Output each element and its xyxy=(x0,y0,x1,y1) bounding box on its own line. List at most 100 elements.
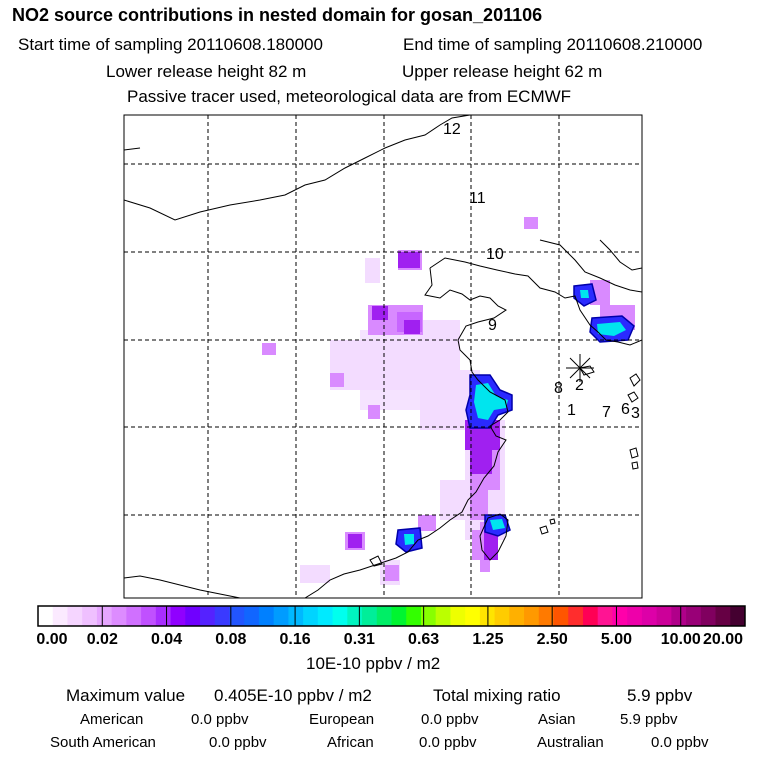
traj-label-10: 10 xyxy=(486,246,504,263)
colorbar-cell xyxy=(435,606,451,626)
receptor-star-icon xyxy=(566,354,594,382)
colorbar-cell xyxy=(141,606,157,626)
colorbar-frame xyxy=(37,605,746,627)
region-south-american-name: South American xyxy=(50,734,156,751)
region-south-american-value: 0.0 ppbv xyxy=(209,734,267,751)
traj-label-11: 11 xyxy=(469,190,486,207)
region-american-value: 0.0 ppbv xyxy=(191,711,249,728)
colorbar-cell xyxy=(317,606,334,626)
region-australian-name: Australian xyxy=(537,734,604,751)
colorbar-tick-label: 0.00 xyxy=(36,631,68,648)
colorbar-cell xyxy=(111,606,127,626)
tracer-note: Passive tracer used, meteorological data… xyxy=(127,87,572,106)
colorbar-cell xyxy=(656,606,672,626)
traj-label-9: 9 xyxy=(488,317,497,334)
colorbar-tick-label: 1.25 xyxy=(472,631,504,648)
colorbar-cell xyxy=(200,606,216,626)
colorbar-cell xyxy=(155,606,172,626)
colorbar-cell xyxy=(524,606,540,626)
colorbar-cell xyxy=(671,606,687,626)
coastlines xyxy=(124,115,642,598)
colorbar-tick-label: 0.63 xyxy=(408,631,440,648)
colorbar-cell xyxy=(82,606,98,626)
colorbar-cell xyxy=(641,606,658,626)
traj-label-6: 6 xyxy=(621,401,630,418)
colorbar-cell xyxy=(258,606,275,626)
colorbar-unit: 10E-10 ppbv / m2 xyxy=(306,654,441,673)
colorbar-cell xyxy=(376,606,392,626)
colorbar-tick-label: 20.00 xyxy=(702,631,744,648)
traj-label-7: 7 xyxy=(602,404,611,421)
colorbar-cell xyxy=(582,606,599,626)
region-asian-value: 5.9 ppbv xyxy=(620,711,678,728)
region-asian-name: Asian xyxy=(538,711,576,728)
region-american-name: American xyxy=(80,711,144,728)
colorbar-cell xyxy=(715,606,731,626)
start-time-label: Start time of sampling 20110608.180000 xyxy=(18,35,323,54)
colorbar-cell xyxy=(597,606,613,626)
colorbar-cell xyxy=(96,606,113,626)
colorbar-cell xyxy=(553,606,569,626)
region-african-value: 0.0 ppbv xyxy=(419,734,477,751)
colorbar-tick-label: 0.02 xyxy=(86,631,118,648)
colorbar-cell xyxy=(627,606,643,626)
colorbar-cell xyxy=(288,606,304,626)
colorbar-cell xyxy=(730,606,746,626)
traj-label-12: 12 xyxy=(443,121,461,138)
traj-label-3: 3 xyxy=(631,405,640,422)
max-value: 0.405E-10 ppbv / m2 xyxy=(214,686,372,705)
colorbar-cell xyxy=(509,606,525,626)
region-european-name: European xyxy=(309,711,375,728)
colorbar-cell xyxy=(538,606,555,626)
colorbar-cell xyxy=(686,606,702,626)
plume-cyan-patches xyxy=(404,290,626,545)
colorbar-cell xyxy=(362,606,378,626)
colorbar-cell xyxy=(126,606,142,626)
page-title: NO2 source contributions in nested domai… xyxy=(12,5,543,25)
region-australian-value: 0.0 ppbv xyxy=(651,734,709,751)
lower-release-label: Lower release height 82 m xyxy=(106,62,307,81)
colorbar-cell xyxy=(303,606,319,626)
colorbar-tick-label: 0.08 xyxy=(215,631,247,648)
max-value-label: Maximum value xyxy=(66,686,186,705)
colorbar-cell xyxy=(244,606,260,626)
colorbar-cell xyxy=(568,606,584,626)
colorbar-tick-label: 0.31 xyxy=(343,631,375,648)
colorbar-tick-label: 5.00 xyxy=(600,631,633,648)
traj-label-1: 1 xyxy=(567,402,576,419)
colorbar-cell xyxy=(185,606,201,626)
colorbar-cell xyxy=(494,606,510,626)
colorbar-cell xyxy=(612,606,628,626)
upper-release-label: Upper release height 62 m xyxy=(402,62,603,81)
colorbar-cell xyxy=(465,606,481,626)
region-european-value: 0.0 ppbv xyxy=(421,711,479,728)
total-mixing-label: Total mixing ratio xyxy=(433,686,561,705)
trajectory-labels: 12 11 10 9 8 2 1 7 6 3 xyxy=(443,121,640,422)
traj-label-2: 2 xyxy=(575,377,584,394)
colorbar-tick-label: 0.16 xyxy=(279,631,311,648)
colorbar-cell xyxy=(450,606,466,626)
traj-label-8: 8 xyxy=(554,380,563,397)
colorbar-tick-label: 0.04 xyxy=(150,631,183,648)
colorbar-cell xyxy=(700,606,717,626)
colorbar-cell xyxy=(347,606,363,626)
end-time-label: End time of sampling 20110608.210000 xyxy=(403,35,703,54)
colorbar-cell xyxy=(420,606,437,626)
grid-lines xyxy=(124,115,642,598)
colorbar-tick-label: 2.50 xyxy=(536,631,568,648)
colorbar-cell xyxy=(406,606,422,626)
colorbar-cell xyxy=(67,606,83,626)
concentration-plume xyxy=(262,217,635,585)
colorbar-cell xyxy=(332,606,348,626)
colorbar-cell xyxy=(229,606,245,626)
colorbar-tick-label: 10.00 xyxy=(660,631,701,648)
total-mixing-value: 5.9 ppbv xyxy=(627,686,693,705)
colorbar-cell xyxy=(391,606,407,626)
colorbar-cell xyxy=(214,606,230,626)
colorbar-cell xyxy=(170,606,186,626)
region-african-name: African xyxy=(327,734,374,751)
colorbar-cell xyxy=(273,606,289,626)
colorbar-cell xyxy=(38,606,54,626)
colorbar-cell xyxy=(52,606,68,626)
